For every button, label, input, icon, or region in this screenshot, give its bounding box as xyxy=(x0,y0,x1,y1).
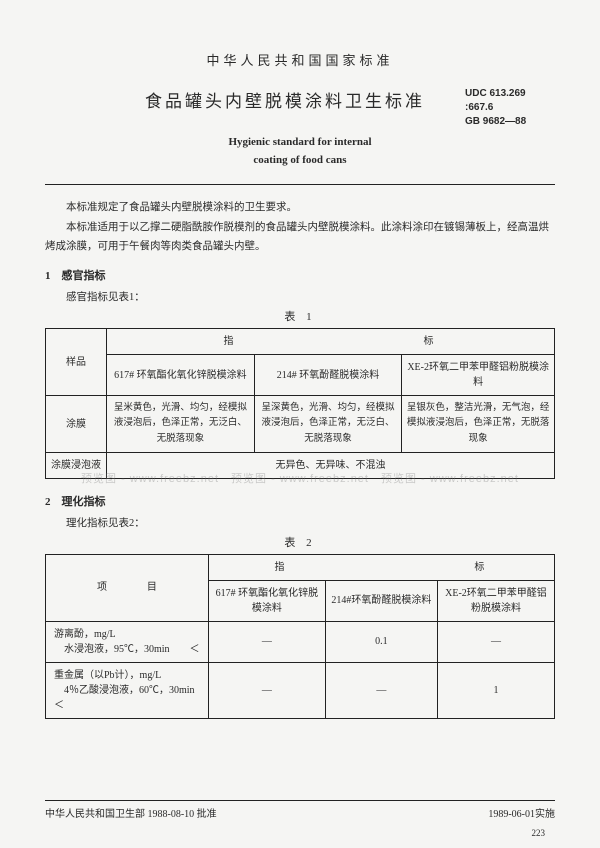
divider xyxy=(45,184,555,185)
table-2: 项 目 指 标 617# 环氧酯化氧化锌脱模涂料 214#环氧酚醛脱模涂料 XE… xyxy=(45,554,555,719)
table-head-col0: 样品 xyxy=(46,329,107,396)
cell: — xyxy=(437,621,554,662)
row-label: 游离酚，mg/L 水浸泡液，95℃，30min ＜ xyxy=(46,621,209,662)
intro-p1: 本标准规定了食品罐头内壁脱模涂料的卫生要求。 xyxy=(45,199,555,218)
row-label: 涂膜 xyxy=(46,396,107,453)
table-head-col2: 214#环氧酚醛脱模涂料 xyxy=(325,580,437,621)
row-label: 涂膜浸泡液 xyxy=(46,452,107,478)
cell: 无异色、无异味、不混浊 xyxy=(107,452,555,478)
cell: — xyxy=(325,662,437,718)
table-head-span: 指 标 xyxy=(208,554,554,580)
section-2-title: 2 理化指标 xyxy=(45,493,555,509)
section-2-sub: 理化指标见表2： xyxy=(45,515,555,530)
label-line: 4％乙酸浸泡液，60℃，30min ＜ xyxy=(54,683,204,713)
table-row: 重金属（以Pb计），mg/L 4％乙酸浸泡液，60℃，30min ＜ — — 1 xyxy=(46,662,555,718)
footer: 中华人民共和国卫生部 1988-08-10 批准 1989-06-01实施 xyxy=(45,800,555,820)
udc-code: UDC 613.269 xyxy=(465,87,555,101)
cell: 呈深黄色，光滑、均匀，经模拟液浸泡后，色泽正常，无泛白、无脱落现象 xyxy=(254,396,402,453)
table-row: 涂膜浸泡液 无异色、无异味、不混浊 xyxy=(46,452,555,478)
footer-row: 中华人民共和国卫生部 1988-08-10 批准 1989-06-01实施 xyxy=(45,805,555,820)
table-head-col0: 项 目 xyxy=(46,554,209,621)
table-1-caption: 表 1 xyxy=(45,308,555,324)
table-head-col3: XE-2环氧二甲苯甲醛铝粉脱模涂料 xyxy=(402,355,555,396)
label-line: 重金属（以Pb计），mg/L xyxy=(54,668,204,683)
cell: 1 xyxy=(437,662,554,718)
section-1-sub: 感官指标见表1： xyxy=(45,289,555,304)
table-row: 游离酚，mg/L 水浸泡液，95℃，30min ＜ — 0.1 — xyxy=(46,621,555,662)
footer-divider xyxy=(45,800,555,801)
header-country: 中华人民共和国国家标准 xyxy=(45,50,555,69)
cell: 0.1 xyxy=(325,621,437,662)
cell: 呈银灰色，整洁光滑，无气泡，经模拟液浸泡后，色泽正常，无脱落现象 xyxy=(402,396,555,453)
cell: — xyxy=(208,621,325,662)
page-number: 223 xyxy=(532,828,546,838)
table-head-col1: 617# 环氧酯化氧化锌脱模涂料 xyxy=(208,580,325,621)
section-1-title: 1 感官指标 xyxy=(45,267,555,283)
footer-left: 中华人民共和国卫生部 1988-08-10 批准 xyxy=(45,805,217,820)
table-head-col3: XE-2环氧二甲苯甲醛铝粉脱模涂料 xyxy=(437,580,554,621)
title-english-1: Hygienic standard for internal xyxy=(45,135,555,149)
table-head-col2: 214# 环氧酚醛脱模涂料 xyxy=(254,355,402,396)
table-1: 样品 指 标 617# 环氧酯化氧化锌脱模涂料 214# 环氧酚醛脱模涂料 XE… xyxy=(45,328,555,479)
cell: 呈米黄色，光滑、均匀，经模拟液浸泡后，色泽正常，无泛白、无脱落现象 xyxy=(107,396,255,453)
intro-p2: 本标准适用于以乙撑二硬脂酰胺作脱模剂的食品罐头内壁脱模涂料。此涂料涂印在镀锡薄板… xyxy=(45,219,555,257)
udc-code-2: :667.6 xyxy=(465,101,555,115)
table-row: 617# 环氧酯化氧化锌脱模涂料 214# 环氧酚醛脱模涂料 XE-2环氧二甲苯… xyxy=(46,355,555,396)
table-2-caption: 表 2 xyxy=(45,534,555,550)
table-row: 项 目 指 标 xyxy=(46,554,555,580)
header-row: 食品罐头内壁脱模涂料卫生标准 UDC 613.269 :667.6 GB 968… xyxy=(45,87,555,129)
row-label: 重金属（以Pb计），mg/L 4％乙酸浸泡液，60℃，30min ＜ xyxy=(46,662,209,718)
title-english-2: coating of food cans xyxy=(45,153,555,167)
label-line: 游离酚，mg/L xyxy=(54,627,204,642)
table-row: 样品 指 标 xyxy=(46,329,555,355)
cell: — xyxy=(208,662,325,718)
table-row: 涂膜 呈米黄色，光滑、均匀，经模拟液浸泡后，色泽正常，无泛白、无脱落现象 呈深黄… xyxy=(46,396,555,453)
table-head-col1: 617# 环氧酯化氧化锌脱模涂料 xyxy=(107,355,255,396)
title-chinese: 食品罐头内壁脱模涂料卫生标准 xyxy=(105,87,465,112)
gb-code: GB 9682—88 xyxy=(465,115,555,129)
table-head-span: 指 标 xyxy=(107,329,555,355)
label-line: 水浸泡液，95℃，30min ＜ xyxy=(54,642,204,657)
footer-right: 1989-06-01实施 xyxy=(488,805,555,820)
standard-codes: UDC 613.269 :667.6 GB 9682—88 xyxy=(465,87,555,129)
